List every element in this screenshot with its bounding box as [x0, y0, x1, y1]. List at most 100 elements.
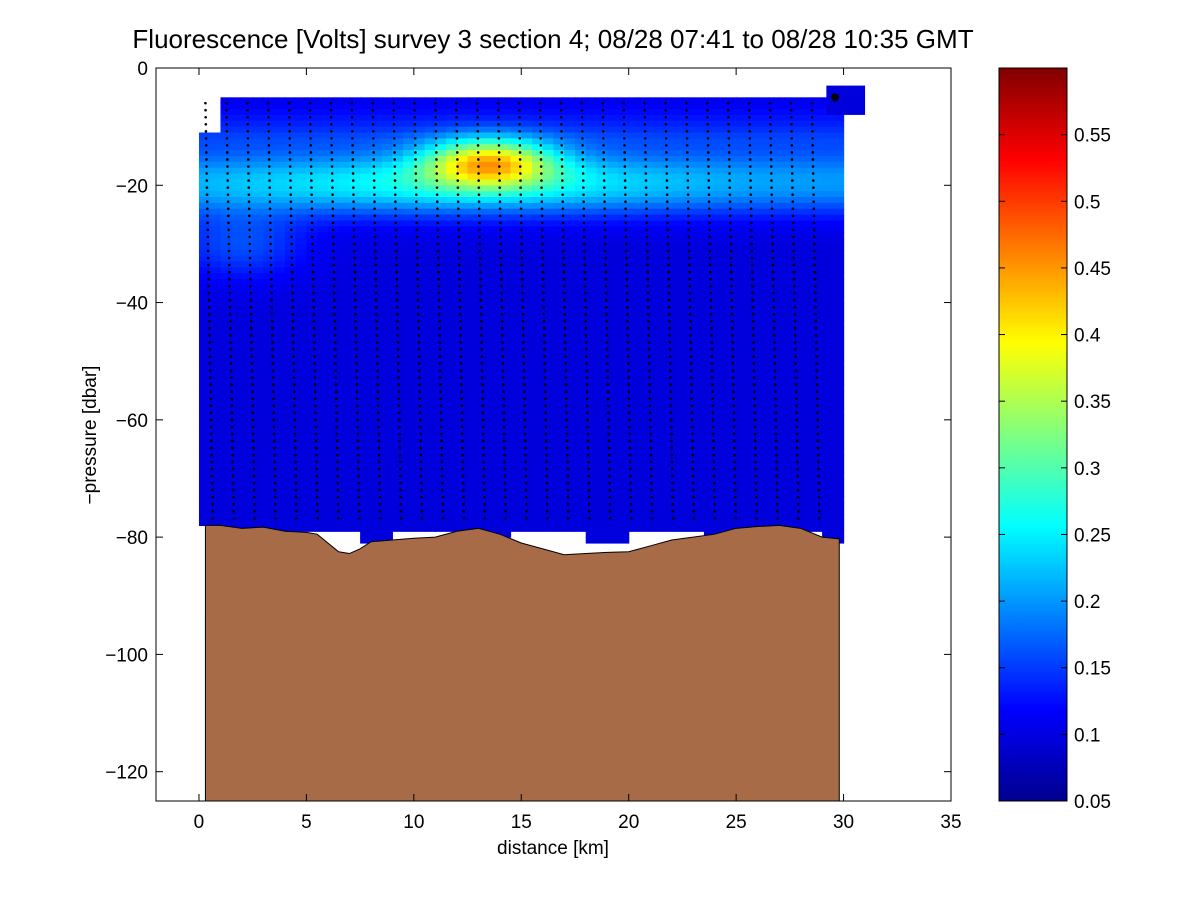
heat-cell — [725, 144, 737, 151]
heat-cell — [231, 232, 243, 239]
heat-cell — [499, 290, 512, 298]
heat-cell — [832, 378, 845, 386]
heat-cell — [370, 496, 383, 503]
sample-point — [225, 122, 229, 126]
heat-cell — [403, 126, 415, 134]
heat-cell — [521, 314, 533, 321]
heat-cell — [403, 507, 415, 515]
heat-cell — [252, 243, 265, 251]
heat-cell — [349, 425, 361, 433]
heat-cell — [381, 531, 393, 538]
heat-cell — [746, 402, 759, 409]
sample-point — [209, 411, 213, 415]
sample-point — [375, 305, 378, 309]
heat-cell — [456, 525, 469, 532]
sample-point — [230, 397, 233, 401]
heat-cell — [370, 478, 383, 485]
sample-point — [291, 298, 294, 302]
heat-cell — [413, 167, 426, 175]
heat-cell — [252, 460, 265, 468]
sample-point — [231, 460, 235, 464]
heat-cell — [553, 337, 565, 345]
heat-cell — [370, 202, 383, 210]
heat-cell — [499, 155, 512, 163]
heat-cell — [564, 279, 576, 286]
heat-cell — [789, 337, 802, 345]
heat-cell — [456, 496, 469, 503]
heat-cell — [478, 114, 490, 122]
heat-cell — [456, 320, 469, 327]
heat-cell — [800, 460, 812, 468]
heat-cell — [779, 191, 791, 198]
heat-cell — [241, 466, 254, 474]
heat-cell — [456, 144, 469, 151]
heat-cell — [693, 501, 705, 509]
heat-cell — [220, 337, 232, 345]
heat-cell — [510, 208, 522, 216]
heat-cell — [682, 455, 694, 462]
heat-cell — [789, 150, 802, 157]
heat-cell — [209, 349, 222, 356]
heat-cell — [682, 202, 694, 210]
heat-cell — [489, 472, 501, 480]
heat-cell — [596, 267, 608, 274]
heat-cell — [585, 490, 598, 497]
heat-cell — [574, 408, 587, 415]
sample-point — [372, 137, 375, 140]
heat-cell — [263, 460, 275, 468]
heat-cell — [714, 197, 726, 204]
heat-cell — [241, 396, 254, 403]
heat-cell — [424, 284, 436, 292]
heat-cell — [660, 308, 673, 315]
heat-cell — [413, 314, 426, 321]
heat-cell — [553, 484, 565, 491]
heat-cell — [532, 425, 544, 433]
heat-cell — [317, 384, 329, 392]
heat-cell — [693, 185, 705, 192]
heat-cell — [574, 501, 587, 509]
heat-cell — [585, 279, 598, 286]
heat-cell — [660, 519, 673, 526]
heat-cell — [832, 472, 845, 480]
heat-cell — [198, 355, 211, 362]
heat-cell — [413, 179, 426, 186]
heat-cell — [660, 361, 673, 368]
heat-cell — [317, 443, 329, 450]
sample-point — [246, 151, 250, 154]
heat-cell — [736, 455, 748, 462]
heat-cell — [338, 425, 350, 433]
heat-cell — [231, 413, 243, 421]
heat-cell — [811, 460, 823, 468]
heat-cell — [209, 314, 222, 321]
heat-cell — [349, 419, 361, 427]
heat-cell — [628, 132, 641, 139]
heat-cell — [521, 337, 533, 345]
heat-cell — [628, 355, 641, 362]
heat-cell — [274, 519, 286, 526]
sample-point — [352, 193, 355, 196]
heat-cell — [553, 396, 565, 403]
heat-cell — [413, 384, 426, 392]
heat-cell — [811, 249, 823, 257]
heat-cell — [241, 320, 254, 327]
heat-cell — [607, 496, 619, 503]
heat-cell — [338, 402, 350, 409]
sample-point — [206, 256, 210, 260]
heat-cell — [811, 455, 823, 462]
heat-cell — [456, 408, 469, 415]
heat-cell — [639, 208, 651, 216]
heat-cell — [510, 220, 522, 227]
heat-cell — [327, 402, 340, 409]
sample-point — [356, 453, 360, 457]
heat-cell — [779, 331, 791, 339]
heat-cell — [532, 103, 544, 110]
heat-cell — [370, 378, 383, 386]
heat-cell — [209, 361, 222, 368]
heat-cell — [564, 185, 576, 192]
heat-cell — [553, 273, 565, 280]
heat-cell — [489, 519, 501, 526]
heat-cell — [456, 367, 469, 374]
heat-cell — [574, 197, 587, 204]
heat-cell — [736, 320, 748, 327]
heat-cell — [306, 138, 318, 145]
